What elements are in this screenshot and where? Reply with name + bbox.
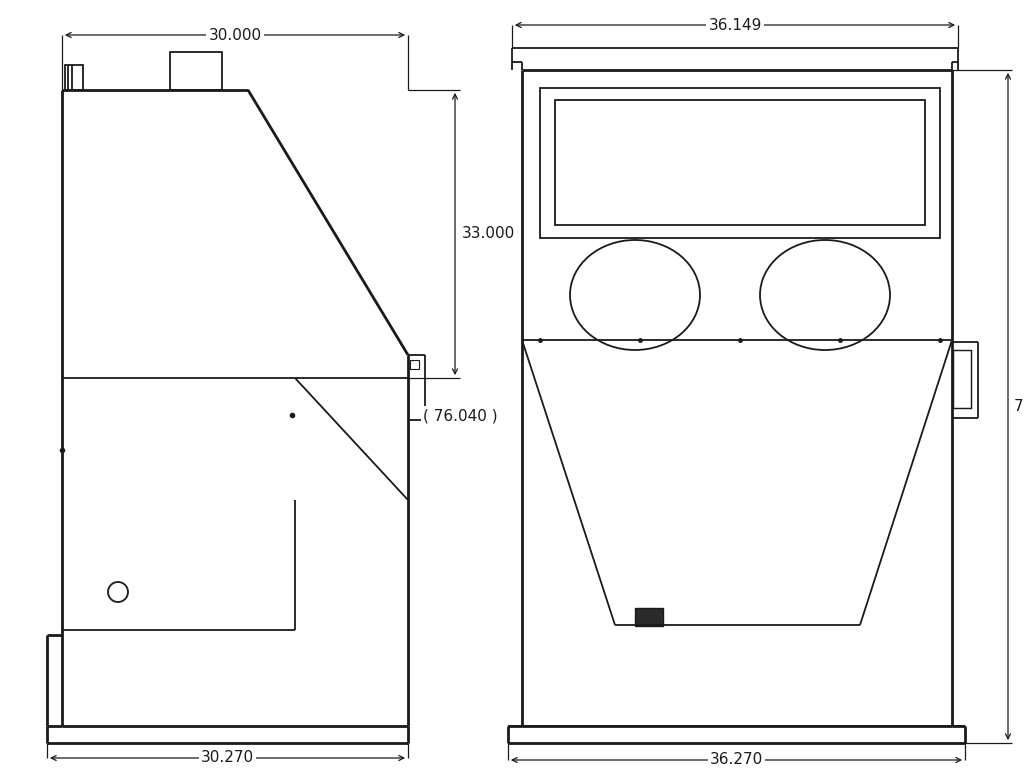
Text: 30.000: 30.000	[209, 27, 261, 42]
Text: 30.270: 30.270	[201, 750, 254, 765]
Circle shape	[108, 582, 128, 602]
Bar	[635, 608, 663, 626]
Bar	[555, 100, 925, 225]
Ellipse shape	[760, 240, 890, 350]
Text: 36.270: 36.270	[710, 753, 763, 768]
Bar	[953, 350, 971, 408]
Text: 71.000: 71.000	[1014, 399, 1024, 414]
Ellipse shape	[570, 240, 700, 350]
Bar	[170, 52, 222, 90]
Text: 36.149: 36.149	[709, 17, 762, 33]
Text: 33.000: 33.000	[462, 226, 515, 242]
Bar	[65, 65, 83, 90]
Bar	[540, 88, 940, 238]
Bar	[410, 360, 419, 369]
Text: ( 76.040 ): ( 76.040 )	[423, 409, 498, 424]
